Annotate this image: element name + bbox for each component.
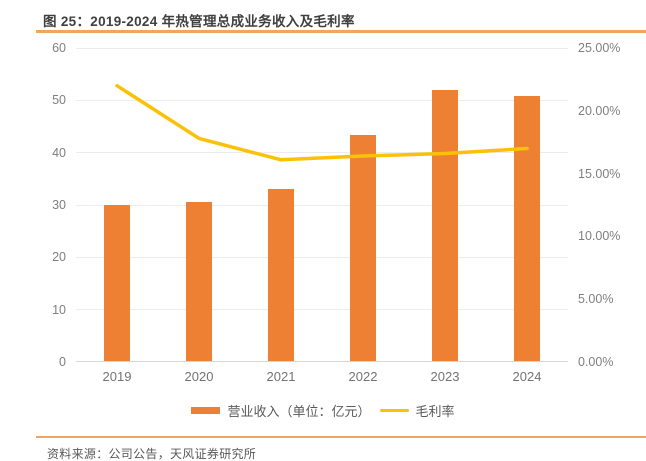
left-tick-0: 0 [59,355,66,369]
title-divider [36,30,646,33]
left-tick-30: 30 [52,198,66,212]
gridline [76,99,568,101]
gridline [76,256,568,258]
line-swatch-icon [379,408,409,413]
figure-title: 图 25：2019-2024 年热管理总成业务收入及毛利率 [43,14,355,29]
bar-swatch-icon [191,407,221,414]
x-axis-line [76,361,568,362]
legend: 营业收入（单位：亿元） 毛利率 [0,401,646,420]
left-tick-50: 50 [52,93,66,108]
right-tick-5.00%: 5.00% [578,292,614,307]
source-note: 资料来源：公司公告，天风证券研究所 [47,447,257,461]
line-series [115,83,529,162]
legend-label-revenue: 营业收入（单位：亿元） [227,404,371,419]
x-label-2024: 2024 [512,369,542,384]
x-label-2022: 2022 [348,369,378,384]
legend-label-gross-margin: 毛利率 [415,404,455,419]
gridline [76,152,568,154]
left-tick-10: 10 [52,302,66,317]
x-label-2019: 2019 [102,369,132,384]
left-tick-60: 60 [52,41,66,55]
bar-2024 [514,96,540,361]
gridline [76,309,568,311]
gridline [76,47,568,49]
left-tick-40: 40 [52,145,66,160]
right-tick-15.00%: 15.00% [578,166,621,181]
x-label-2023: 2023 [430,369,460,384]
bar-2021 [268,189,294,361]
right-tick-10.00%: 10.00% [578,229,621,244]
right-axis-ticks: 0.00% 5.00% 10.00% 15.00% 20.00% 25.00% [578,41,646,369]
gridline [76,204,568,206]
gross-margin-line [115,83,529,162]
right-tick-25.00%: 25.00% [578,41,621,55]
legend-item-gross-margin: 毛利率 [379,401,455,420]
right-tick-20.00%: 20.00% [578,103,621,118]
x-axis-labels: 2019 2020 2021 2022 2023 2024 [76,369,568,385]
footer-divider [36,436,646,438]
bar-2020 [186,202,212,361]
bar-2019 [104,205,130,361]
legend-item-revenue: 营业收入（单位：亿元） [191,401,371,420]
bar-2022 [350,134,376,361]
right-tick-0.00%: 0.00% [578,355,614,369]
bar-2023 [432,90,458,361]
left-tick-20: 20 [52,250,66,265]
x-label-2020: 2020 [184,369,214,384]
x-label-2021: 2021 [266,369,296,384]
left-axis-ticks: 0 10 20 30 40 50 60 [0,41,66,369]
plot-area [76,47,568,362]
